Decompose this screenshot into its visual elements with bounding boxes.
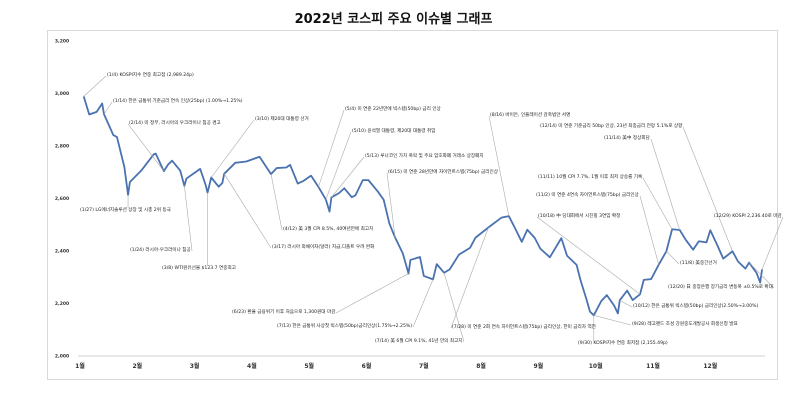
- y-tick-label: 2,200: [55, 301, 69, 307]
- annotation-leader-line: [650, 138, 681, 231]
- annotation-leader-line: [450, 227, 489, 329]
- x-tick-label: 12월: [703, 362, 717, 370]
- annotation-label: (12/14) 미 연준 기준금리 50bp 인상, 23년 최종금리 전망 5…: [540, 124, 683, 129]
- annotation-label: (11/8) 美중간선거: [680, 261, 717, 266]
- annotation-label: (12/20) 日 중앙은행 장기금리 변동폭 ±0.5%로 확대: [668, 285, 773, 290]
- annotation-leader-line: [642, 177, 673, 230]
- x-tick-label: 7월: [419, 362, 429, 370]
- annotation-label: (9/28) 레고랜드 조성 강원중도개발공사 회생신청 발표: [632, 322, 738, 327]
- annotation-leader-line: [331, 156, 365, 198]
- annotation-leader-line: [748, 262, 775, 289]
- kospi-series-line: [82, 96, 763, 317]
- annotation-leader-line: [386, 172, 396, 238]
- x-tick-label: 9월: [534, 362, 544, 370]
- annotation-label: (10/18) 中 당대회에서 시진핑 3연임 확정: [538, 214, 621, 219]
- annotation-label: (7/14) 美 6월 CPI 9.1%, 41년 만의 최고치: [375, 339, 463, 344]
- annotation-leader-line: [184, 185, 193, 252]
- annotation-label: (3/10) 제20대 대통령 선거: [255, 117, 309, 122]
- annotation-leader-line: [335, 273, 409, 314]
- annotation-leader-line: [666, 251, 680, 265]
- y-tick-label: 3,000: [55, 91, 69, 97]
- y-tick-label: 2,600: [55, 196, 69, 202]
- annotation-label: (7/13) 한은 금통위 사상첫 빅스텝(50bp)금리인상(1.75%→2.…: [277, 324, 413, 329]
- annotation-label: (1/14) 한은 금통위 기준금리 연속 인상(25bp) (1.00%→1.…: [113, 99, 243, 104]
- annotation-label: (3/8) WTI원유선물 $123.7 연중최고: [162, 266, 236, 271]
- annotation-label: (4/12) 美 3월 CPI 8.5%, 40여년만에 최고치: [283, 227, 374, 232]
- annotation-label: (2/14) 미 정부, 러시아의 우크라이나 침공 경고: [129, 121, 221, 126]
- annotation-label: (5/13) 루나코인 가치 폭락 및 주요 암호화폐 거래소 상장폐지: [365, 154, 484, 159]
- x-tick-label: 8월: [476, 362, 486, 370]
- y-tick-label: 2,000: [55, 354, 69, 360]
- y-tick-label: 2,400: [55, 249, 69, 255]
- annotation-label: (11/2) 미 연준 4연속 자이언트스텝(75bp) 금리인상: [536, 193, 639, 198]
- annotation-leader-line: [412, 279, 434, 328]
- annotation-label: (5/4) 미 연준 22년만에 빅스텝(50bp) 금리 인상: [345, 107, 441, 112]
- x-tick-label: 2월: [132, 362, 142, 370]
- annotation-label: (5/10) 윤석열 대통령, 제20대 대통령 취임: [352, 129, 436, 134]
- annotation-label: (1/27) LG에너지솔루션 상장 및 시총 2위 등극: [80, 208, 171, 213]
- annotation-leader-line: [325, 131, 352, 200]
- annotation-label: (6/15) 미 연준 28년만에 자이언트스텝(75bp) 금리인상: [388, 170, 498, 175]
- annotation-leader-line: [443, 272, 465, 343]
- annotation-label: (9/30) KOSPI지수 연중 최저점 (2,155.49p): [578, 341, 668, 346]
- annotation-leader-line: [593, 315, 632, 326]
- x-tick-label: 10월: [589, 362, 603, 370]
- annotation-label: (11/14) 美中 정상회담: [604, 136, 650, 141]
- annotation-leader-line: [318, 109, 345, 188]
- chart-title: 2022년 코스피 주요 이슈별 그래프: [294, 12, 493, 27]
- x-tick-label: 3월: [190, 362, 200, 370]
- annotation-leader-line: [619, 300, 633, 308]
- annotation-leader-line: [761, 216, 784, 270]
- annotation-leader-line: [536, 216, 641, 295]
- annotation-leader-line: [223, 173, 272, 249]
- annotation-label: (8/16) 바이든, 인플레이션 감축법안 서명: [490, 113, 571, 118]
- annotation-label: (12/29) KOSPI 2,236.40로 마감: [714, 214, 782, 219]
- annotation-label: (6/23) 환율 금융위기 이후 처음으로 1,300원대 마감: [232, 310, 336, 315]
- annotation-label: (11/11) 10월 CPI 7.7%, 1월 이후 최저 상승률 기록: [538, 175, 643, 180]
- x-tick-label: 11월: [646, 362, 660, 370]
- annotation-leader-line: [639, 195, 660, 265]
- annotation-leader-line: [103, 101, 113, 115]
- x-tick-label: 1월: [75, 362, 85, 370]
- annotation-label: (1/24) 러시아-우크라이나 침공: [130, 248, 191, 253]
- annotation-leader-line: [682, 126, 733, 252]
- x-tick-label: 5월: [304, 362, 314, 370]
- y-tick-label: 3,200: [55, 39, 69, 45]
- annotation-label: (7/28) 미 연준 2회 연속 자이언트스텝(75bp) 금리인상, 한미 …: [452, 325, 596, 330]
- annotation-label: (10/12) 한은 금통위 빅스텝(50bp) 금리인상(2.50%→3.00…: [633, 304, 759, 309]
- annotation-label: (3/17) 러시아 외채이자(달러) 지급,디폴트 우려 완화: [272, 245, 375, 250]
- y-tick-label: 2,800: [55, 144, 69, 150]
- annotation-leader-line: [488, 115, 510, 217]
- annotation-leader-line: [83, 75, 107, 97]
- annotation-leader-line: [210, 119, 255, 178]
- annotation-leader-line: [127, 123, 165, 172]
- annotation-leader-line: [270, 174, 283, 231]
- x-tick-label: 4월: [247, 362, 257, 370]
- x-tick-label: 6월: [362, 362, 372, 370]
- chart-frame: [47, 30, 778, 380]
- annotation-label: (1/4) KOSPI지수 연중 최고점 (2,989.24p): [107, 73, 194, 78]
